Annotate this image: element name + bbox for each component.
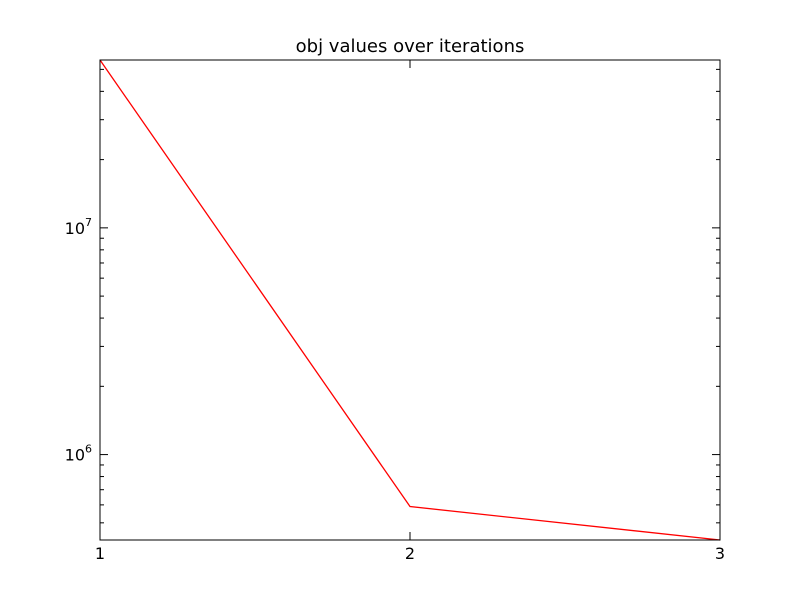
y-tick-label: 106 — [65, 443, 92, 465]
chart-title: obj values over iterations — [296, 36, 525, 57]
minor-ticks — [100, 68, 720, 524]
x-tick-label: 1 — [95, 544, 105, 563]
y-tick-labels: 106 107 — [65, 216, 92, 465]
x-tick-labels: 1 2 3 — [95, 544, 725, 563]
plot-frame — [99, 59, 721, 541]
x-tick-label: 3 — [715, 544, 725, 563]
series-layer — [99, 59, 721, 541]
y-tick-label: 107 — [65, 216, 92, 238]
series-line — [99, 59, 721, 541]
x-tick-label: 2 — [405, 544, 415, 563]
